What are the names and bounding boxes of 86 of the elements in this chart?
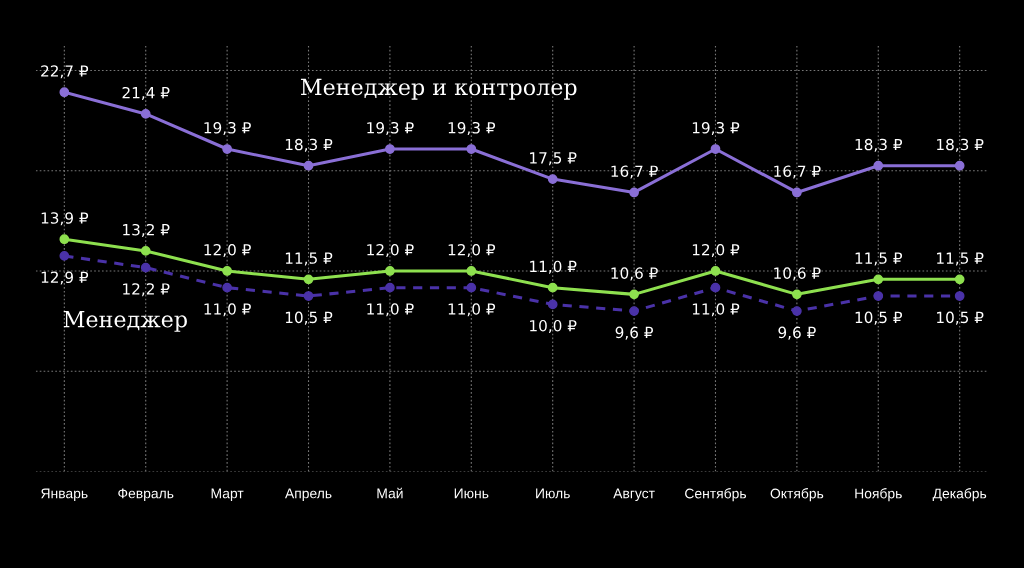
data-label: 11,0 ₽ <box>448 303 496 317</box>
data-label: 12,9 ₽ <box>41 271 89 285</box>
data-label: 10,6 ₽ <box>611 267 658 281</box>
point <box>873 160 884 171</box>
data-label: 11,5 ₽ <box>285 252 333 266</box>
point <box>385 144 395 154</box>
data-label: 9,6 ₽ <box>778 326 816 340</box>
point <box>629 306 639 316</box>
point <box>954 160 965 171</box>
point <box>59 87 70 98</box>
data-label: 10,0 ₽ <box>530 319 577 334</box>
data-label: 12,0 ₽ <box>692 243 740 258</box>
text: Менеджер и контролер <box>300 78 577 100</box>
point <box>954 274 965 285</box>
x-tick-label: Август <box>613 488 655 502</box>
x-tick-label: Ноябрь <box>855 488 902 502</box>
point <box>873 291 884 301</box>
point <box>710 144 721 154</box>
point <box>792 306 802 316</box>
x-tick-label: Март <box>211 488 244 502</box>
point <box>466 282 477 293</box>
point <box>59 234 70 245</box>
point <box>873 274 884 285</box>
point <box>385 282 395 293</box>
data-label: 19,3 ₽ <box>367 122 414 136</box>
data-label: 12,2 ₽ <box>123 283 170 297</box>
data-label: 12,0 ₽ <box>204 243 251 258</box>
data-label: 18,3 ₽ <box>855 138 903 152</box>
x-tick-label: Февраль <box>118 488 174 502</box>
x-tick-label: Декабрь <box>932 488 987 502</box>
point <box>303 160 314 171</box>
point <box>466 266 477 276</box>
point <box>547 174 558 184</box>
point <box>547 299 558 310</box>
data-label: 21,4 ₽ <box>122 86 170 101</box>
point <box>140 109 151 119</box>
x-tick-label: Апрель <box>284 488 332 502</box>
data-label: 11,0 ₽ <box>367 303 414 317</box>
data-label: 18,3 ₽ <box>937 138 984 152</box>
point <box>792 289 802 300</box>
point <box>222 282 232 293</box>
x-tick-label: Сентябрь <box>685 488 747 502</box>
data-label: 10,5 ₽ <box>937 311 984 325</box>
data-label: 10,6 ₽ <box>774 267 821 281</box>
point <box>710 266 721 276</box>
data-label: 16,7 ₽ <box>774 165 821 179</box>
data-label: 12,0 ₽ <box>367 243 414 258</box>
point <box>303 291 314 301</box>
data-label: 10,5 ₽ <box>855 311 903 325</box>
x-tick-label: Октябрь <box>770 488 824 502</box>
point <box>547 282 558 293</box>
data-label: 10,5 ₽ <box>285 311 333 325</box>
data-label: 12,0 ₽ <box>448 243 496 258</box>
point <box>466 144 477 154</box>
data-label: 11,0 ₽ <box>204 303 251 317</box>
point <box>59 251 70 261</box>
point <box>222 266 232 276</box>
data-label: 18,3 ₽ <box>285 138 333 152</box>
point <box>710 282 721 293</box>
point <box>140 246 151 256</box>
point <box>303 274 314 285</box>
data-label: 11,5 ₽ <box>937 252 984 266</box>
point <box>222 144 232 154</box>
data-label: 11,0 ₽ <box>692 303 740 317</box>
data-label: 9,6 ₽ <box>615 326 654 340</box>
data-label: 22,7 ₽ <box>41 65 89 79</box>
point <box>792 187 802 198</box>
x-tick-label: Июль <box>536 488 570 499</box>
x-tick-label: Январь <box>41 488 88 502</box>
point <box>629 289 639 300</box>
data-label: 11,5 ₽ <box>855 252 903 266</box>
data-label: 13,2 ₽ <box>123 223 170 238</box>
data-label: 13,9 ₽ <box>41 212 89 226</box>
data-label: 16,7 ₽ <box>611 165 658 179</box>
data-label: 19,3 ₽ <box>448 122 496 136</box>
x-tick-label: Июнь <box>454 488 489 499</box>
point <box>629 187 639 198</box>
data-label: 11,0 ₽ <box>530 260 577 274</box>
x-tick-label: Май <box>377 487 403 499</box>
data-label: 19,3 ₽ <box>692 122 740 136</box>
point <box>954 291 965 301</box>
data-label: 17,5 ₽ <box>530 152 577 166</box>
data-label: 19,3 ₽ <box>204 122 251 136</box>
series-label: Менеджер <box>63 311 187 332</box>
point <box>385 266 395 276</box>
point <box>140 262 151 273</box>
